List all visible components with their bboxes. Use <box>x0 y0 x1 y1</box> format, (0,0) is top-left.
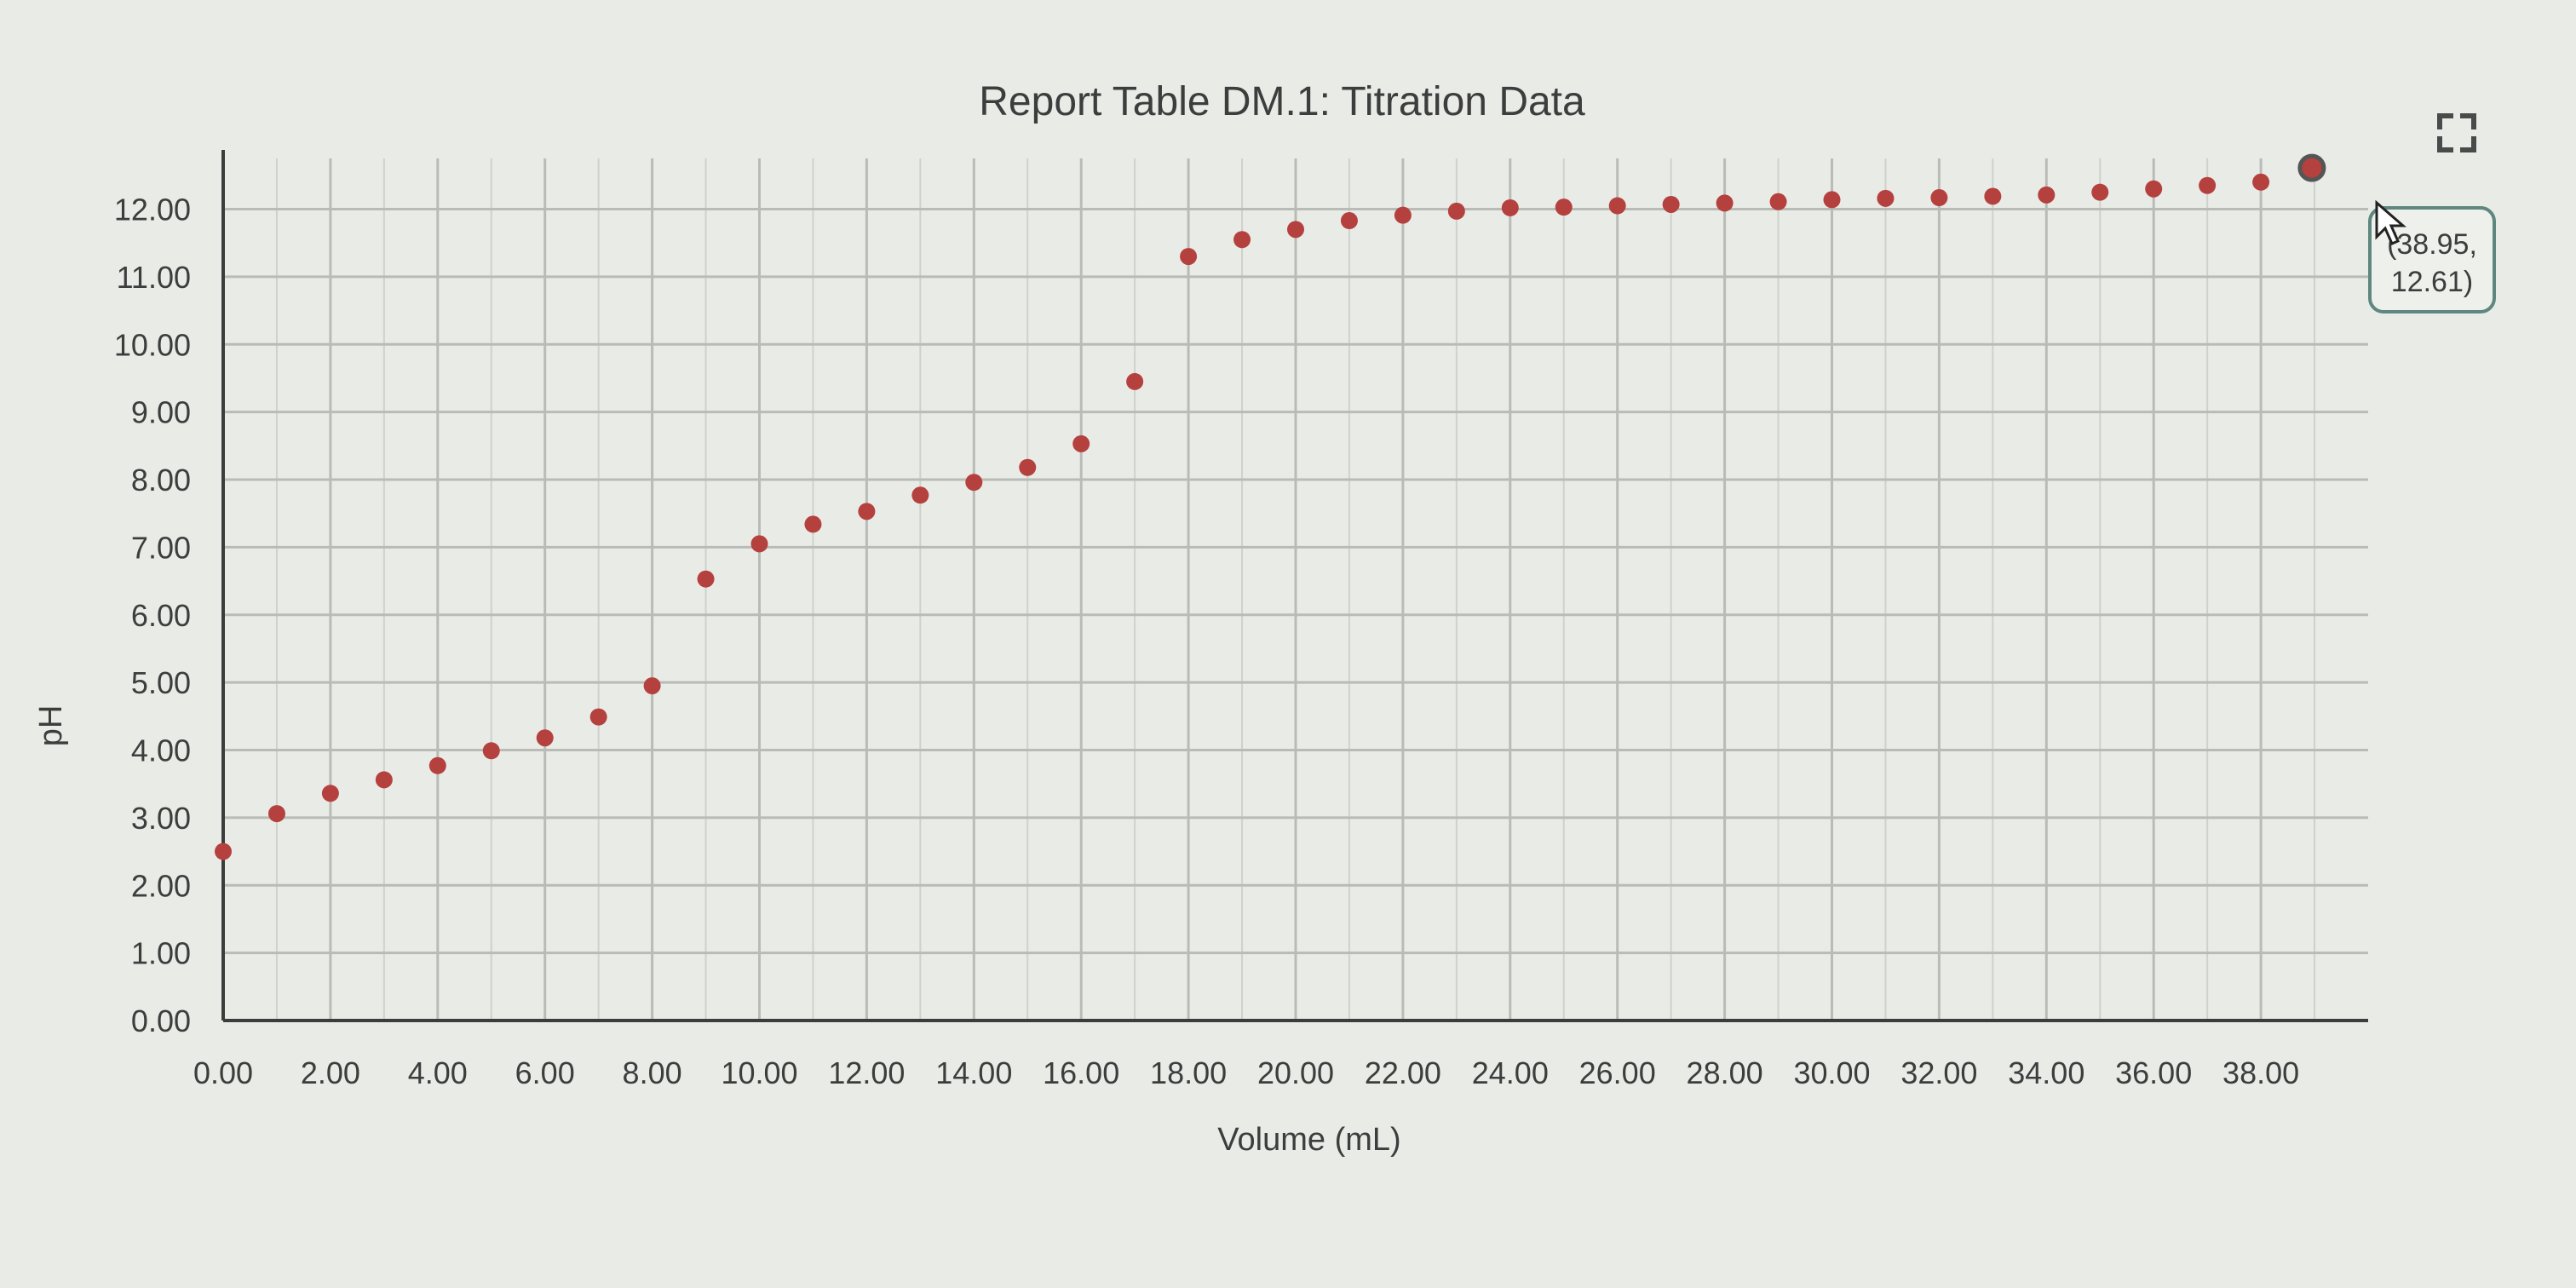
data-point[interactable] <box>1555 198 1573 216</box>
data-point[interactable] <box>2038 186 2056 204</box>
y-axis-label: pH <box>33 705 69 747</box>
x-tick-label: 2.00 <box>301 1055 360 1090</box>
x-tick-label: 28.00 <box>1687 1055 1763 1090</box>
y-tick-label: 12.00 <box>114 193 191 227</box>
data-point[interactable] <box>1340 212 1358 230</box>
y-tick-label: 2.00 <box>131 868 191 903</box>
x-tick-label: 0.00 <box>193 1055 253 1090</box>
cursor-icon <box>2375 199 2407 245</box>
point-tooltip: (38.95, 12.61) <box>2368 206 2496 313</box>
data-point[interactable] <box>911 486 929 504</box>
x-tick-label: 14.00 <box>935 1055 1012 1090</box>
y-tick-label: 9.00 <box>131 395 191 430</box>
data-point[interactable] <box>965 474 983 492</box>
axis-layer <box>221 150 2368 1022</box>
data-point[interactable] <box>375 771 393 789</box>
tick-labels: 0.00 2.00 4.00 6.00 8.00 10.00 12.00 14.00 16.00… <box>114 193 2299 1090</box>
x-tick-label: 10.00 <box>721 1055 797 1090</box>
tooltip-line-1: (38.95, <box>2387 228 2477 261</box>
fullscreen-icon[interactable] <box>2437 113 2476 152</box>
y-tick-label: 8.00 <box>131 463 191 497</box>
data-point[interactable] <box>215 842 232 860</box>
y-tick-label: 0.00 <box>131 1003 191 1038</box>
data-point[interactable] <box>1447 202 1465 220</box>
data-point[interactable] <box>1877 189 1895 207</box>
x-tick-label: 26.00 <box>1579 1055 1656 1090</box>
data-point[interactable] <box>1019 458 1037 476</box>
data-point[interactable] <box>482 742 500 760</box>
grid-layer <box>221 158 2368 1022</box>
x-tick-label: 12.00 <box>828 1055 905 1090</box>
data-point[interactable] <box>1823 191 1841 209</box>
x-tick-label: 24.00 <box>1472 1055 1549 1090</box>
data-point[interactable] <box>804 515 822 533</box>
chart-title: Report Table DM.1: Titration Data <box>979 79 1585 124</box>
x-tick-label: 30.00 <box>1793 1055 1870 1090</box>
data-point[interactable] <box>1769 193 1787 210</box>
y-tick-label: 4.00 <box>131 733 191 768</box>
x-tick-label: 6.00 <box>515 1055 575 1090</box>
y-tick-label: 11.00 <box>117 260 191 295</box>
data-point[interactable] <box>1930 189 1948 207</box>
x-tick-label: 36.00 <box>2115 1055 2192 1090</box>
y-tick-label: 10.00 <box>114 327 191 362</box>
x-tick-label: 34.00 <box>2008 1055 2084 1090</box>
data-point[interactable] <box>1126 372 1144 390</box>
data-point[interactable] <box>1608 197 1626 215</box>
data-point[interactable] <box>1394 206 1412 224</box>
y-tick-label: 7.00 <box>131 530 191 565</box>
x-tick-label: 38.00 <box>2222 1055 2299 1090</box>
data-point[interactable] <box>1662 195 1680 213</box>
data-point[interactable] <box>643 677 661 695</box>
data-point[interactable] <box>1984 187 2002 205</box>
tooltip-box <box>2368 206 2496 313</box>
data-point[interactable] <box>267 805 285 823</box>
x-tick-label: 20.00 <box>1257 1055 1334 1090</box>
data-point[interactable] <box>428 756 446 774</box>
data-point[interactable] <box>536 729 554 747</box>
x-axis-label: Volume (mL) <box>1217 1122 1400 1158</box>
data-point[interactable] <box>858 503 876 520</box>
data-point[interactable] <box>697 570 715 588</box>
y-tick-label: 5.00 <box>131 665 191 700</box>
x-tick-label: 8.00 <box>623 1055 682 1090</box>
x-tick-label: 16.00 <box>1043 1055 1119 1090</box>
data-point[interactable] <box>1716 194 1734 212</box>
x-tick-label: 18.00 <box>1150 1055 1227 1090</box>
tooltip-line-2: 12.61) <box>2391 266 2473 298</box>
x-tick-label: 22.00 <box>1365 1055 1441 1090</box>
data-point[interactable] <box>1180 248 1198 266</box>
data-point[interactable] <box>750 535 768 553</box>
data-point[interactable] <box>2199 176 2217 194</box>
y-tick-label: 3.00 <box>131 801 191 836</box>
x-tick-label: 32.00 <box>1900 1055 1977 1090</box>
data-point[interactable] <box>1072 434 1090 452</box>
data-point[interactable] <box>321 785 339 802</box>
data-point[interactable] <box>2252 173 2270 191</box>
x-tick-label: 4.00 <box>408 1055 468 1090</box>
data-points[interactable] <box>215 153 2326 860</box>
data-point[interactable] <box>1287 221 1304 239</box>
y-tick-label: 6.00 <box>131 598 191 633</box>
data-point[interactable] <box>1233 231 1251 249</box>
data-point[interactable] <box>1501 198 1519 216</box>
data-point-highlighted[interactable] <box>2297 153 2326 182</box>
data-point[interactable] <box>589 708 607 726</box>
y-tick-label: 1.00 <box>131 936 191 971</box>
data-point[interactable] <box>2145 180 2163 198</box>
data-point[interactable] <box>2091 183 2109 201</box>
